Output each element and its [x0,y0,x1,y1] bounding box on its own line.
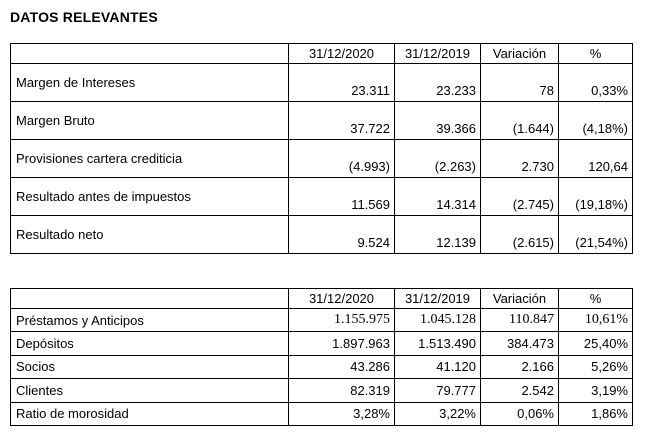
cell-2020: 9.524 [288,215,395,254]
header-31-12-2020: 31/12/2020 [288,288,395,309]
cell-2020: (4.993) [288,139,395,178]
cell-variacion: 78 [480,63,559,102]
cell-percent: (4,18%) [558,101,633,140]
cell-2020: 37.722 [288,101,395,140]
row-label: Resultado neto [10,215,289,254]
cell-2020: 43.286 [288,354,395,380]
row-label: Socios [10,354,289,380]
header-variacion: Variación [480,43,559,64]
cell-2019: 23.233 [394,63,481,102]
table-row: Clientes 82.319 79.777 2.542 3,19% [10,378,633,403]
header-31-12-2019: 31/12/2019 [394,43,481,64]
cell-2019: 1.513.490 [394,331,481,356]
cell-percent: 1,86% [558,401,633,426]
cell-2020: 3,28% [288,401,395,426]
cell-variacion: 110.847 [480,307,559,333]
row-label: Depósitos [10,331,289,356]
cell-2019: (2.263) [394,139,481,178]
cell-percent: 5,26% [558,354,633,380]
table-row: Provisiones cartera crediticia (4.993) (… [10,139,633,178]
cell-percent: (19,18%) [558,177,633,216]
cell-variacion: (2.615) [480,215,559,254]
cell-2020: 82.319 [288,378,395,403]
header-31-12-2020: 31/12/2020 [288,43,395,64]
cell-percent: 0,33% [558,63,633,102]
cell-variacion: 2.166 [480,354,559,380]
row-label: Margen Bruto [10,101,289,140]
cell-2020: 23.311 [288,63,395,102]
table-row: Préstamos y Anticipos 1.155.975 1.045.12… [10,307,633,333]
cell-variacion: 384.473 [480,331,559,356]
row-label: Ratio de morosidad [10,401,289,426]
cell-percent: 10,61% [558,307,633,333]
cell-variacion: 0,06% [480,401,559,426]
cell-variacion: (1.644) [480,101,559,140]
table-header-row: 31/12/2020 31/12/2019 Variación % [10,43,633,64]
table-row: Resultado neto 9.524 12.139 (2.615) (21,… [10,215,633,254]
table-row: Ratio de morosidad 3,28% 3,22% 0,06% 1,8… [10,401,633,426]
header-percent: % [558,43,633,64]
table-row: Socios 43.286 41.120 2.166 5,26% [10,354,633,380]
cell-percent: 3,19% [558,378,633,403]
table-row: Margen Bruto 37.722 39.366 (1.644) (4,18… [10,101,633,140]
row-label: Clientes [10,378,289,403]
cell-variacion: 2.542 [480,378,559,403]
table-header-row: 31/12/2020 31/12/2019 Variación % [10,288,633,309]
cell-2019: 79.777 [394,378,481,403]
cell-2019: 1.045.128 [394,307,481,333]
header-empty [10,43,289,64]
table-row: Resultado antes de impuestos 11.569 14.3… [10,177,633,216]
cell-percent: (21,54%) [558,215,633,254]
cell-variacion: (2.745) [480,177,559,216]
cell-2019: 14.314 [394,177,481,216]
balance-table: 31/12/2020 31/12/2019 Variación % Présta… [10,288,633,426]
header-empty [10,288,289,309]
results-table: 31/12/2020 31/12/2019 Variación % Margen… [10,43,633,254]
cell-2019: 41.120 [394,354,481,380]
row-label: Provisiones cartera crediticia [10,139,289,178]
row-label: Resultado antes de impuestos [10,177,289,216]
cell-2020: 1.897.963 [288,331,395,356]
cell-percent: 120,64 [558,139,633,178]
page-title: DATOS RELEVANTES [10,9,158,25]
row-label: Margen de Intereses [10,63,289,102]
cell-percent: 25,40% [558,331,633,356]
header-31-12-2019: 31/12/2019 [394,288,481,309]
cell-2020: 11.569 [288,177,395,216]
cell-2019: 39.366 [394,101,481,140]
table-row: Depósitos 1.897.963 1.513.490 384.473 25… [10,331,633,356]
row-label: Préstamos y Anticipos [10,307,289,333]
cell-variacion: 2.730 [480,139,559,178]
cell-2019: 12.139 [394,215,481,254]
cell-2020: 1.155.975 [288,307,395,333]
cell-2019: 3,22% [394,401,481,426]
table-row: Margen de Intereses 23.311 23.233 78 0,3… [10,63,633,102]
header-variacion: Variación [480,288,559,309]
header-percent: % [558,288,633,309]
